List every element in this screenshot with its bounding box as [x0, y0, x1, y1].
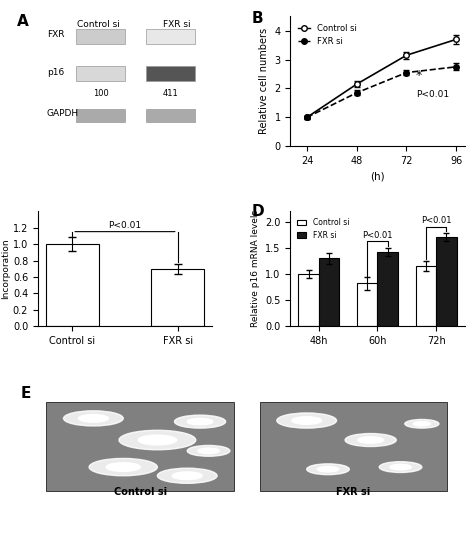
- Circle shape: [379, 462, 422, 472]
- Circle shape: [89, 458, 157, 476]
- Bar: [298, 274, 319, 326]
- Legend: Control si, FXR si: Control si, FXR si: [294, 21, 360, 49]
- Text: B: B: [252, 11, 264, 26]
- Text: P<0.01: P<0.01: [362, 231, 392, 240]
- Bar: [151, 269, 204, 326]
- Circle shape: [292, 416, 321, 424]
- Circle shape: [405, 419, 439, 428]
- Circle shape: [317, 466, 338, 472]
- Circle shape: [78, 415, 108, 422]
- Text: FXR si: FXR si: [337, 488, 371, 497]
- Circle shape: [198, 448, 219, 453]
- Text: Control si: Control si: [77, 20, 120, 29]
- Circle shape: [174, 415, 226, 428]
- FancyBboxPatch shape: [76, 109, 125, 122]
- Circle shape: [64, 411, 123, 426]
- Circle shape: [187, 445, 230, 456]
- Bar: [319, 258, 339, 326]
- Y-axis label: Relative cell numbers: Relative cell numbers: [259, 28, 269, 134]
- FancyBboxPatch shape: [46, 402, 234, 491]
- Circle shape: [390, 464, 411, 470]
- Text: *: *: [416, 68, 422, 81]
- Text: 411: 411: [163, 89, 178, 98]
- FancyBboxPatch shape: [146, 109, 195, 122]
- Bar: [416, 266, 436, 326]
- Bar: [46, 244, 99, 326]
- Bar: [377, 252, 398, 326]
- Y-axis label: Relative p16 mRNA levels: Relative p16 mRNA levels: [251, 210, 260, 327]
- Circle shape: [345, 433, 396, 446]
- Text: FXR si: FXR si: [164, 20, 191, 29]
- FancyBboxPatch shape: [146, 29, 195, 43]
- Y-axis label: Relative
[methyl-³H]thymidine
Incorporation: Relative [methyl-³H]thymidine Incorporat…: [0, 219, 10, 318]
- Text: P<0.01: P<0.01: [421, 216, 451, 225]
- Circle shape: [119, 430, 196, 450]
- Text: p16: p16: [46, 68, 64, 77]
- Circle shape: [187, 418, 213, 425]
- Circle shape: [106, 463, 140, 471]
- Text: 100: 100: [93, 89, 109, 98]
- Text: P<0.01: P<0.01: [109, 221, 142, 230]
- Circle shape: [307, 464, 349, 475]
- Text: P<0.01: P<0.01: [416, 90, 449, 99]
- FancyBboxPatch shape: [76, 66, 125, 81]
- FancyBboxPatch shape: [76, 29, 125, 43]
- Circle shape: [157, 468, 217, 483]
- Bar: [436, 237, 456, 326]
- FancyBboxPatch shape: [146, 66, 195, 81]
- Circle shape: [172, 472, 202, 479]
- Circle shape: [358, 437, 383, 443]
- Bar: [357, 283, 377, 326]
- Legend: Control si, FXR si: Control si, FXR si: [294, 215, 352, 243]
- Text: Control si: Control si: [114, 488, 167, 497]
- Circle shape: [413, 421, 430, 426]
- Circle shape: [138, 435, 176, 445]
- Text: FXR: FXR: [46, 30, 64, 39]
- Text: E: E: [21, 386, 31, 401]
- FancyBboxPatch shape: [260, 402, 447, 491]
- Text: D: D: [252, 204, 264, 219]
- Circle shape: [277, 413, 337, 428]
- Text: A: A: [17, 14, 29, 29]
- X-axis label: (h): (h): [370, 172, 385, 181]
- Text: GAPDH: GAPDH: [46, 109, 79, 118]
